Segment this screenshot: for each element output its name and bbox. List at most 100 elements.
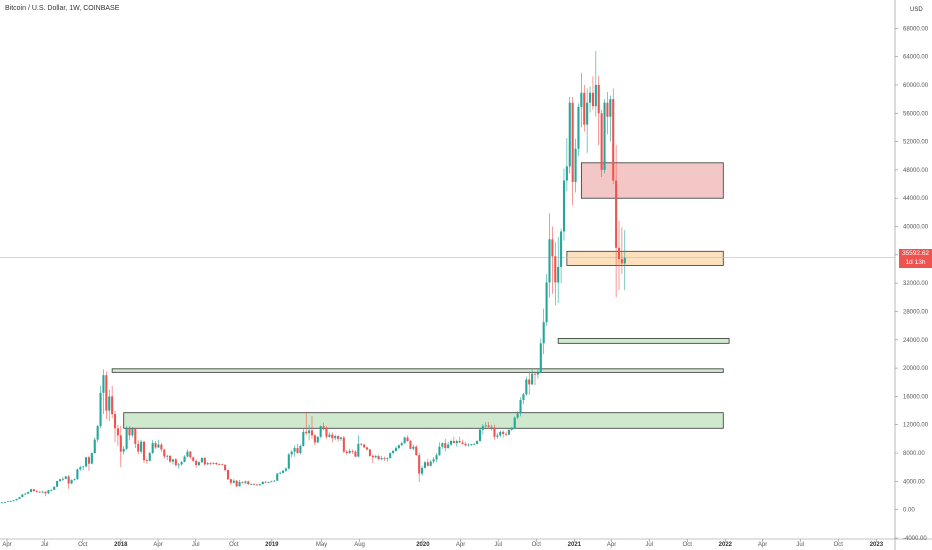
candle [186, 449, 189, 458]
candle [519, 397, 522, 417]
candle [229, 478, 232, 485]
candle [18, 496, 21, 500]
candle-body [363, 444, 366, 448]
candle [21, 494, 24, 498]
candle-body [99, 392, 102, 427]
x-tick-label: Apr [456, 542, 465, 548]
candle-body [571, 102, 574, 182]
candle [310, 416, 314, 439]
candle [409, 439, 412, 450]
candle-body [96, 426, 99, 440]
candle-body [73, 479, 76, 481]
candle-body [617, 247, 621, 260]
candle [113, 410, 117, 443]
candle [606, 92, 609, 135]
candle-body [270, 481, 273, 483]
candle [557, 237, 560, 303]
candle-body [464, 443, 467, 446]
candle-body [447, 444, 450, 449]
candle-body [481, 426, 484, 430]
candle-body [374, 455, 377, 458]
candle [461, 439, 464, 445]
candle [415, 445, 418, 456]
candle [406, 435, 409, 442]
candle [617, 220, 621, 291]
candle [426, 458, 429, 467]
candle-body [493, 427, 496, 437]
candle [505, 431, 508, 437]
x-tick-label: Apr [2, 542, 11, 548]
candle-body [313, 435, 316, 443]
candle-body [432, 459, 435, 462]
candle-body [186, 451, 189, 457]
candle-body [392, 450, 395, 454]
candle-body [82, 466, 85, 468]
candle-body [174, 459, 177, 466]
candle-body [279, 472, 282, 474]
candle [32, 488, 35, 492]
candle [142, 441, 146, 463]
candle-body [70, 479, 73, 484]
y-tick-label: 16000.00 [903, 394, 929, 400]
candle-body [310, 430, 314, 436]
candle [276, 472, 279, 482]
x-tick-label: Jul [41, 542, 49, 548]
candle [429, 460, 432, 467]
candle-body [224, 464, 227, 471]
candle-body [594, 84, 597, 107]
candle [452, 436, 455, 444]
candle-body [423, 462, 426, 468]
candle [455, 439, 458, 447]
candle [531, 368, 534, 386]
x-tick-label: 2022 [719, 542, 733, 548]
candle-body [50, 489, 53, 491]
candle [516, 411, 519, 420]
candle-layer [1, 50, 626, 504]
candle [299, 444, 302, 455]
candle [195, 459, 198, 468]
candle-body [264, 481, 267, 483]
candle [560, 228, 563, 284]
candle [255, 483, 258, 486]
candle-body [418, 455, 421, 474]
candle-body [151, 443, 154, 454]
candle [192, 456, 195, 463]
candle-body [142, 441, 146, 461]
candle [244, 480, 247, 485]
candle [1, 502, 4, 504]
candle [464, 441, 467, 447]
y-tick-label: 52000.00 [903, 140, 929, 146]
candle [339, 436, 342, 442]
candle-body [64, 476, 67, 479]
y-tick-label: -4000.00 [903, 536, 927, 542]
candle [218, 463, 221, 466]
candle [623, 230, 626, 291]
candle-body [61, 478, 64, 480]
candle [589, 86, 592, 113]
candle-body [354, 451, 357, 457]
chart-title: Bitcoin / U.S. Dollar, 1W, COINBASE [5, 5, 120, 12]
candle-body [484, 425, 487, 427]
candle [90, 452, 93, 465]
candle-body [589, 92, 592, 103]
candle-body [551, 239, 554, 257]
candle-body [218, 464, 221, 465]
candle-body [623, 257, 626, 264]
candle [525, 376, 528, 396]
candle [305, 411, 308, 436]
candle-body [235, 480, 238, 487]
candle [27, 491, 30, 495]
candle [374, 455, 377, 459]
candle [580, 72, 583, 128]
candle-body [226, 470, 230, 480]
candle-body [41, 491, 44, 493]
candle-body [241, 482, 244, 483]
candle [548, 213, 551, 298]
candle-body [441, 443, 444, 447]
candle-body [148, 453, 151, 461]
candle [183, 455, 186, 463]
candle [487, 421, 490, 429]
candle-body [316, 436, 319, 443]
